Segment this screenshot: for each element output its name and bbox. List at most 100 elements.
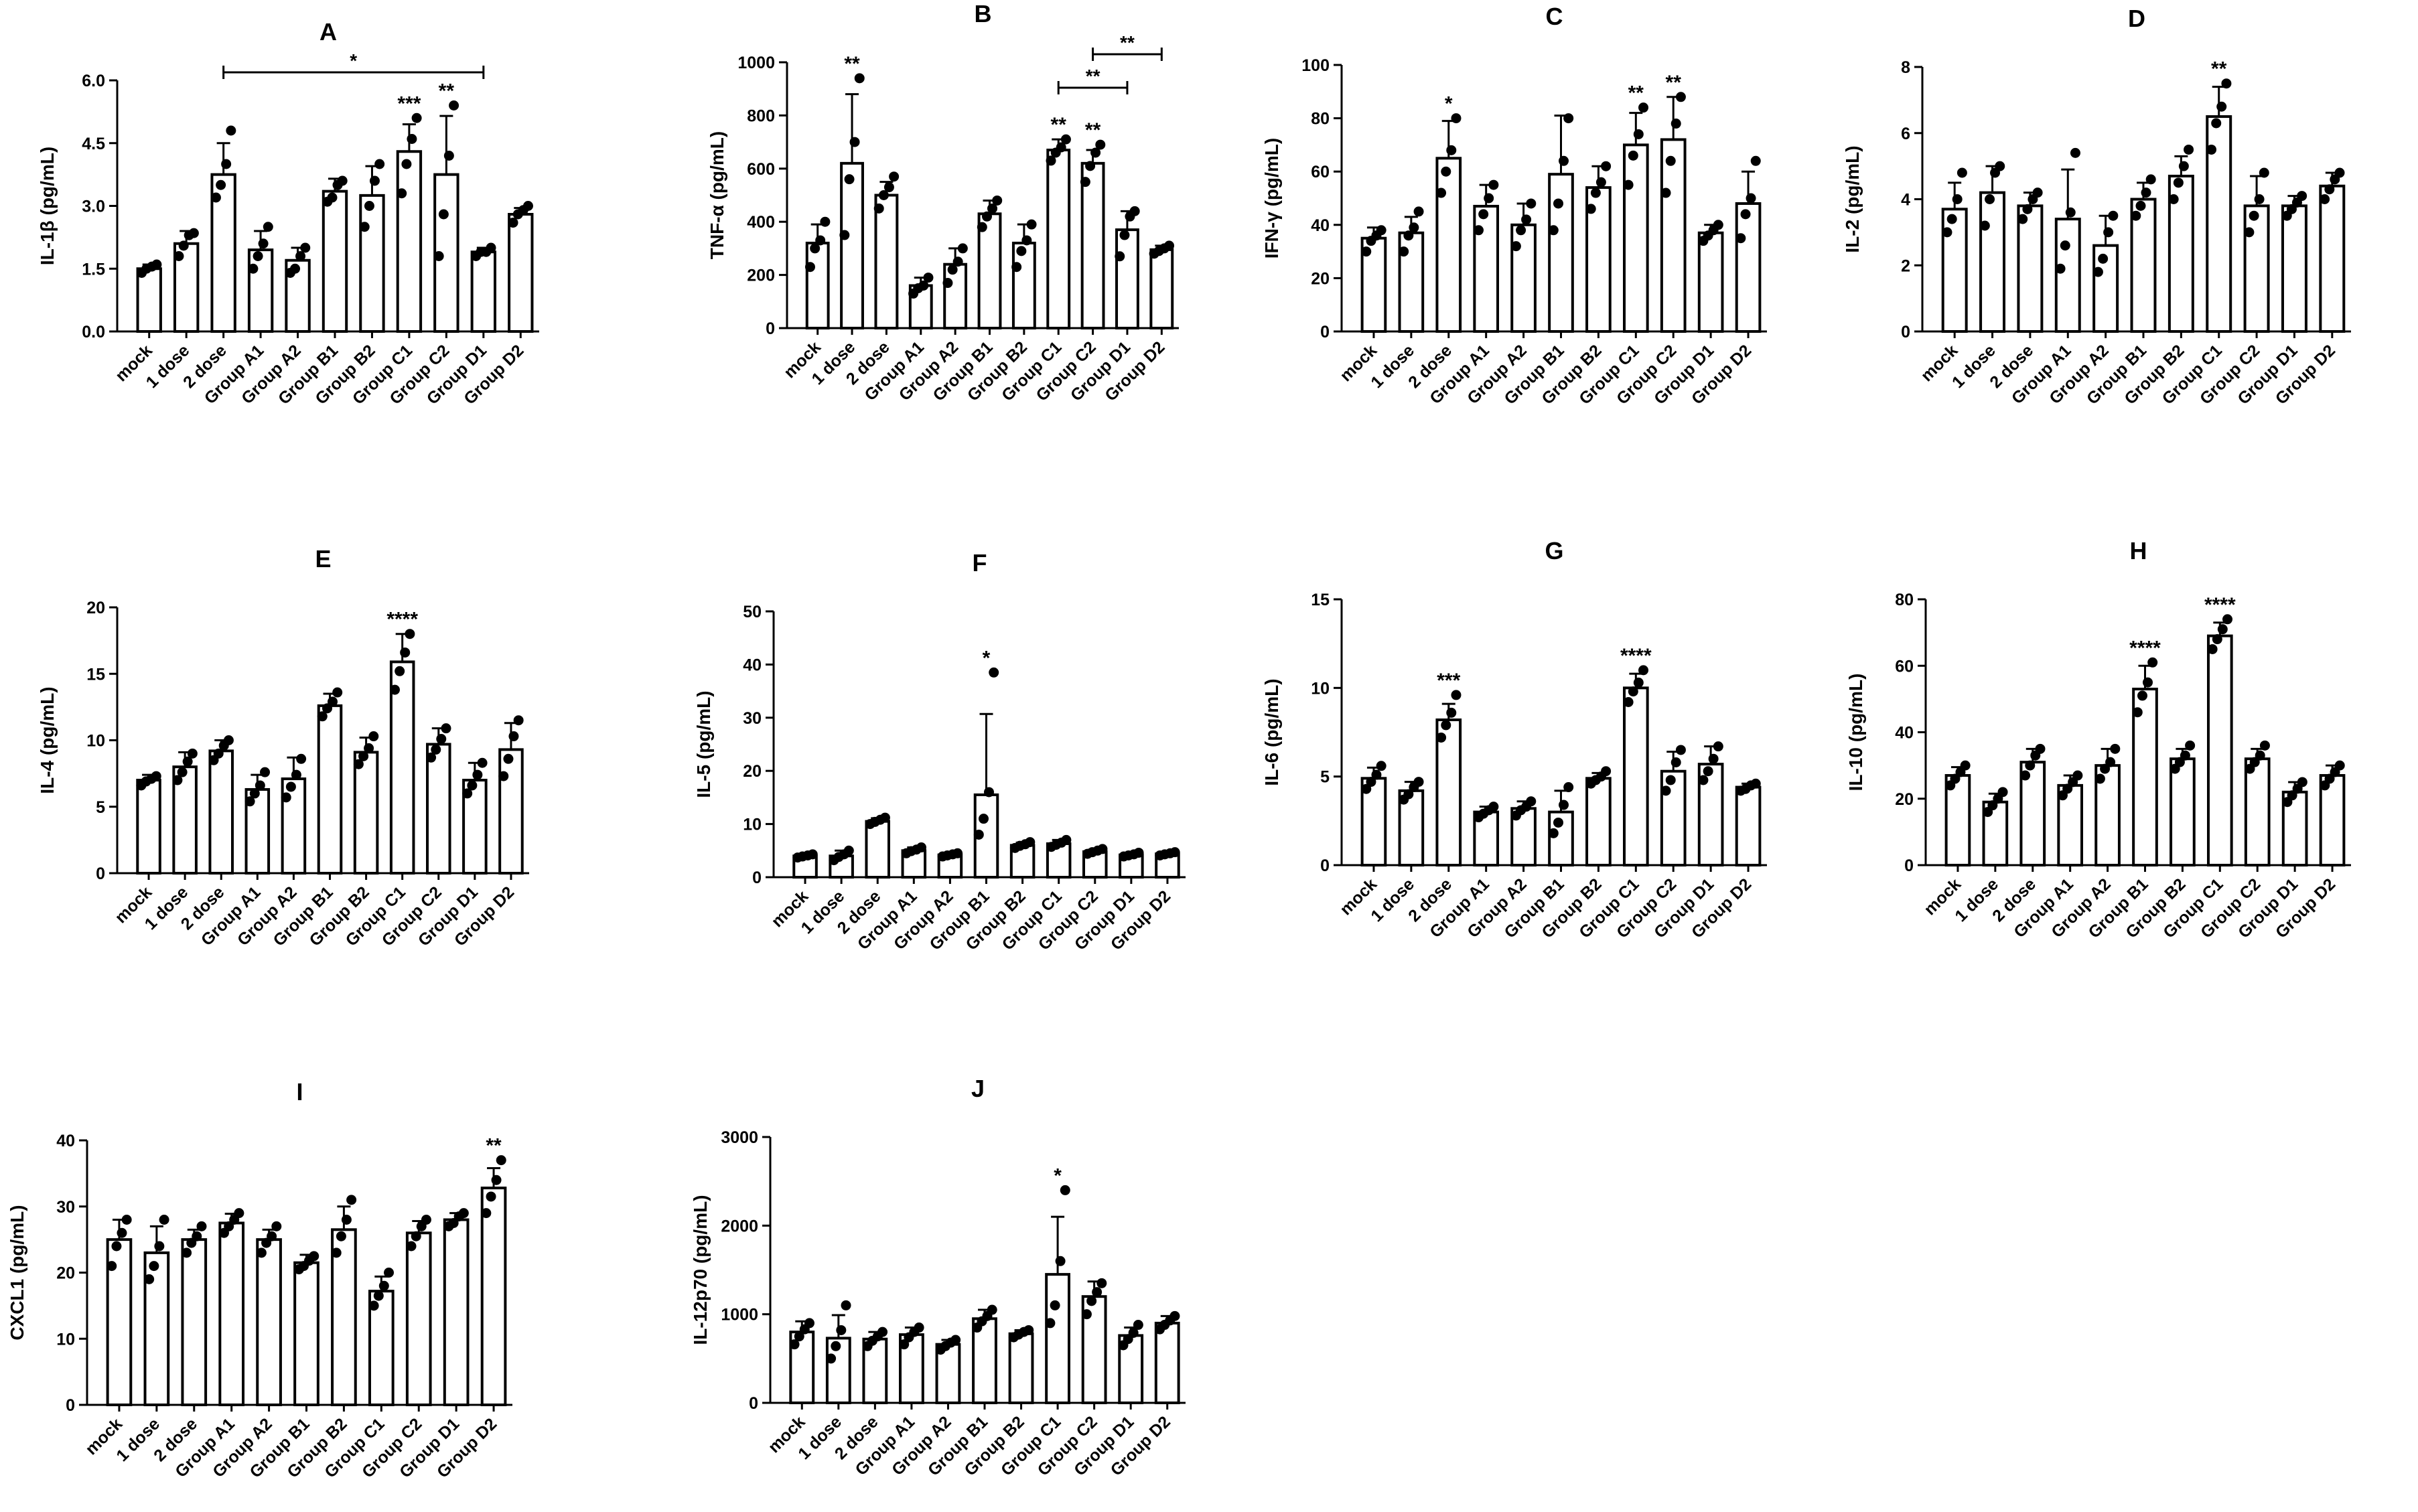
data-point bbox=[2259, 167, 2269, 178]
data-point bbox=[223, 735, 234, 745]
data-point bbox=[1129, 206, 1140, 216]
data-point bbox=[1708, 753, 1719, 764]
panel-letter: D bbox=[2128, 5, 2145, 32]
bar bbox=[247, 248, 274, 333]
data-point bbox=[1563, 782, 1574, 793]
y-tick-label: 0 bbox=[1320, 856, 1330, 875]
data-point bbox=[1559, 155, 1569, 166]
data-point bbox=[406, 1241, 417, 1252]
y-tick-label: 0.0 bbox=[82, 323, 105, 342]
data-point bbox=[226, 125, 236, 136]
data-point bbox=[368, 731, 379, 742]
data-point bbox=[149, 1261, 159, 1272]
data-point bbox=[2180, 750, 2190, 761]
data-point bbox=[449, 100, 459, 110]
data-point bbox=[950, 1335, 961, 1345]
data-point bbox=[2297, 191, 2307, 202]
y-tick-label: 1000 bbox=[737, 54, 775, 72]
significance-label: *** bbox=[1437, 670, 1460, 692]
data-point bbox=[942, 278, 953, 289]
data-point bbox=[1060, 134, 1071, 145]
bar bbox=[1115, 228, 1139, 329]
data-point bbox=[1585, 204, 1596, 214]
data-point bbox=[178, 240, 189, 251]
data-point bbox=[2098, 253, 2109, 264]
data-point bbox=[836, 1325, 847, 1335]
data-point bbox=[815, 235, 826, 246]
data-point bbox=[421, 1215, 431, 1225]
significance-label: ** bbox=[1051, 114, 1067, 136]
data-point bbox=[1995, 161, 2005, 171]
bar bbox=[480, 1187, 507, 1406]
data-point bbox=[916, 842, 927, 853]
data-point bbox=[1403, 230, 1414, 241]
y-axis-label: IL-5 (pg/mL) bbox=[693, 690, 714, 798]
data-point bbox=[2032, 187, 2043, 198]
data-point bbox=[804, 262, 815, 273]
data-point bbox=[285, 781, 296, 792]
y-tick-label: 10 bbox=[56, 1330, 75, 1349]
data-point bbox=[296, 753, 307, 764]
data-point bbox=[1061, 834, 1072, 845]
data-point bbox=[1090, 147, 1101, 158]
data-point bbox=[1055, 1256, 1066, 1266]
data-point bbox=[117, 1227, 127, 1238]
y-tick-label: 5 bbox=[1320, 768, 1330, 787]
data-point bbox=[952, 256, 963, 267]
data-point bbox=[503, 753, 514, 764]
y-tick-label: 1.5 bbox=[82, 260, 105, 279]
data-point bbox=[1115, 251, 1125, 262]
data-point bbox=[253, 251, 263, 261]
data-point bbox=[1633, 677, 1644, 688]
data-point bbox=[467, 780, 478, 791]
data-point bbox=[2055, 263, 2066, 274]
bar bbox=[208, 749, 234, 875]
significance-label: ** bbox=[486, 1135, 502, 1157]
data-point bbox=[1633, 129, 1644, 139]
data-point bbox=[1985, 194, 1995, 204]
significance-label: ** bbox=[1628, 82, 1644, 104]
y-tick-label: 20 bbox=[1895, 790, 1914, 809]
bar bbox=[2054, 218, 2081, 333]
bar bbox=[2017, 204, 2044, 333]
y-tick-label: 10 bbox=[86, 732, 105, 751]
bar bbox=[498, 748, 524, 875]
data-point bbox=[2334, 167, 2345, 178]
data-point bbox=[411, 1231, 421, 1241]
bar bbox=[136, 267, 162, 333]
data-point bbox=[256, 1248, 267, 1258]
data-point bbox=[508, 218, 518, 228]
data-point bbox=[426, 752, 437, 763]
y-tick-label: 4.5 bbox=[82, 135, 105, 153]
data-point bbox=[2207, 644, 2218, 654]
data-point bbox=[1670, 757, 1681, 767]
data-point bbox=[401, 159, 412, 169]
data-point bbox=[378, 1280, 389, 1291]
data-point bbox=[188, 228, 199, 238]
data-point bbox=[2132, 707, 2143, 718]
y-tick-label: 800 bbox=[747, 106, 775, 125]
data-point bbox=[172, 775, 183, 785]
data-point bbox=[1361, 246, 1372, 257]
data-point bbox=[121, 1215, 132, 1225]
data-point bbox=[368, 1300, 379, 1311]
y-tick-label: 6 bbox=[1901, 125, 1910, 143]
y-tick-label: 30 bbox=[743, 709, 762, 728]
data-point bbox=[826, 1353, 837, 1364]
data-point bbox=[397, 188, 407, 199]
data-point bbox=[290, 263, 301, 274]
data-point bbox=[508, 731, 519, 742]
data-point bbox=[2022, 204, 2033, 214]
data-point bbox=[1169, 847, 1180, 858]
data-point bbox=[1553, 817, 1563, 828]
bar bbox=[2244, 757, 2271, 866]
data-point bbox=[281, 792, 291, 803]
data-point bbox=[1946, 214, 1957, 224]
data-point bbox=[384, 1268, 395, 1278]
bracket-label: * bbox=[350, 50, 357, 71]
data-point bbox=[839, 230, 850, 240]
data-point bbox=[346, 1195, 357, 1205]
data-point bbox=[918, 280, 929, 291]
